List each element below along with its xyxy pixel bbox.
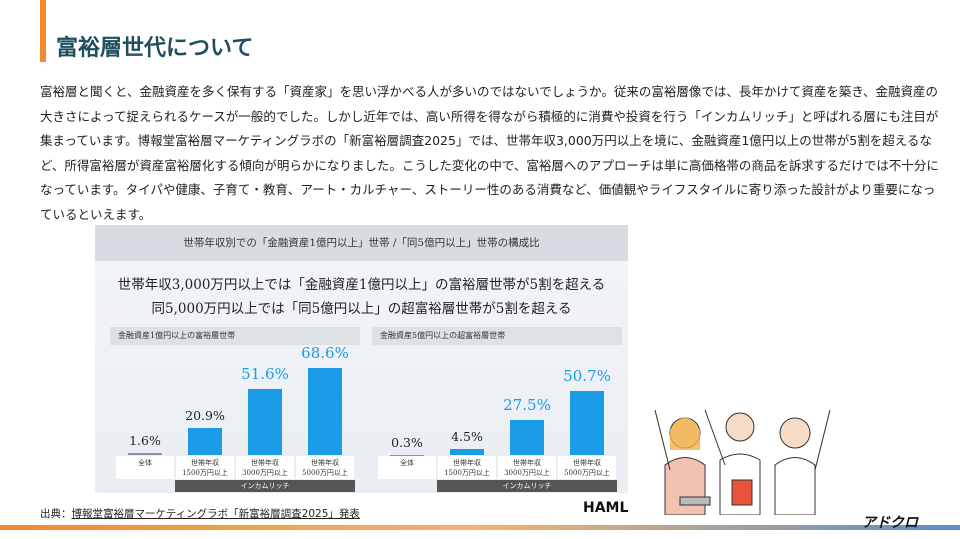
bar — [570, 390, 604, 455]
source-link: 博報堂富裕層マーケティングラボ「新富裕層調査2025」発表 — [71, 508, 360, 520]
value-label: 50.7% — [563, 366, 611, 385]
accent-bar — [40, 0, 46, 62]
bar — [128, 452, 162, 455]
figure-title: 世帯年収別での「金融資産1億円以上」世帯 /「同5億円以上」世帯の構成比 — [95, 225, 628, 261]
haml-logo: HAML — [583, 500, 629, 516]
group-label: インカムリッチ — [175, 480, 355, 492]
bar — [308, 367, 342, 455]
panel-title: 金融資産5億円以上の超富裕層世帯 — [372, 327, 622, 345]
group-label: インカムリッチ — [437, 480, 617, 492]
source-prefix: 出典： — [40, 508, 72, 520]
bar — [510, 420, 544, 455]
brand-logo: アドクロ — [862, 515, 918, 531]
value-label: 4.5% — [451, 429, 483, 445]
category-label: 世帯年収 1500万円以上 — [176, 456, 234, 479]
bar — [248, 389, 282, 455]
category-label: 世帯年収 5000万円以上 — [558, 456, 616, 479]
category-label: 世帯年収 3000万円以上 — [236, 456, 294, 479]
value-label: 27.5% — [503, 396, 551, 415]
category-label: 世帯年収 3000万円以上 — [498, 456, 556, 479]
value-label: 0.3% — [391, 434, 423, 450]
value-label: 68.6% — [301, 343, 349, 362]
illustration — [654, 409, 831, 515]
value-label: 20.9% — [185, 408, 225, 424]
body-text: 富裕層と聞くと、金融資産を多く保有する「資産家」を思い浮かべる人が多いのではない… — [40, 84, 939, 222]
category-label: 全体 — [116, 456, 174, 479]
footer-bar — [0, 525, 960, 530]
headline: 同5,000万円以上では「同5億円以上」の超富裕層世帯が5割を超える — [151, 301, 572, 317]
source: 出典：博報堂富裕層マーケティングラボ「新富裕層調査2025」発表 — [40, 506, 360, 521]
bar — [450, 449, 484, 455]
bar — [188, 428, 222, 455]
figure: 世帯年収別での「金融資産1億円以上」世帯 /「同5億円以上」世帯の構成比 世帯年… — [95, 225, 628, 493]
page-title: 富裕層世代について — [56, 36, 254, 61]
category-label: 全体 — [378, 456, 436, 479]
value-label: 1.6% — [129, 432, 161, 448]
panel-title: 金融資産1億円以上の富裕層世帯 — [110, 327, 360, 345]
category-label: 世帯年収 5000万円以上 — [296, 456, 354, 479]
headline: 世帯年収3,000万円以上では「金融資産1億円以上」の富裕層世帯が5割を超える — [117, 277, 606, 293]
category-label: 世帯年収 1500万円以上 — [438, 456, 496, 479]
value-label: 51.6% — [241, 365, 289, 384]
